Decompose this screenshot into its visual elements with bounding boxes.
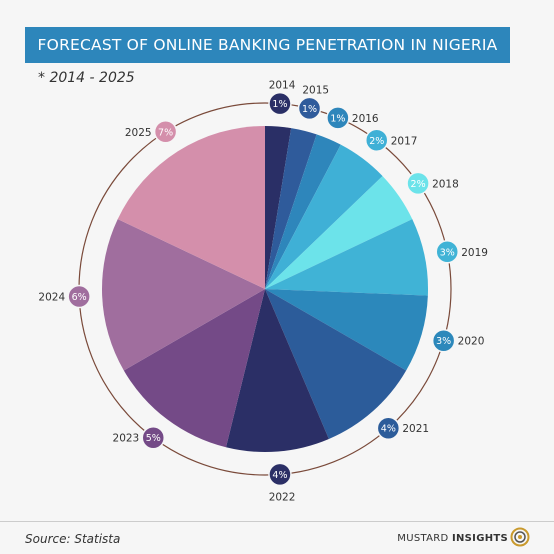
pie-slice-2021 [265,289,407,439]
data-label-2020: 3% [436,336,451,347]
category-label-2018: 2018 [432,178,459,190]
pie-slice-2022 [225,289,329,452]
value-marker-2023 [141,425,166,450]
pie-markers: 1% 2014 1% 2015 1% 2016 2% 2017 2% 2018 3% 2019 3% 20… [38,80,488,504]
data-label-2025: 7% [158,127,173,138]
value-marker-2017 [364,128,389,153]
pie-slice-2023 [123,289,265,448]
value-marker-2015 [297,96,322,121]
value-marker-2021 [376,416,401,440]
data-label-2019: 3% [440,247,455,258]
pie-slice-2018 [265,176,413,289]
value-marker-2020 [431,328,456,353]
category-label-2014: 2014 [269,80,296,92]
pie-slice-2019 [265,219,428,296]
pie-slice-2015 [265,128,317,289]
category-label-2020: 2020 [458,336,485,348]
category-label-2017: 2017 [391,135,418,147]
brand-name-bold: INSIGHTS [451,533,508,544]
pie-slice-2020 [265,289,428,371]
chart-title-bar: FORECAST OF ONLINE BANKING PENETRATION I… [25,27,510,63]
value-marker-2025 [153,120,178,144]
value-marker-2022 [268,462,292,487]
category-label-2016: 2016 [352,113,379,125]
pie-slices [101,125,428,452]
pie-slice-2017 [265,144,383,289]
value-marker-2014 [268,91,292,116]
category-label-2024: 2024 [38,291,65,303]
data-label-2023: 5% [146,433,161,444]
value-marker-2016 [326,106,350,130]
source-note: Source: Statista [25,532,121,546]
category-label-2015: 2015 [302,84,329,96]
category-label-2025: 2025 [125,127,152,139]
data-label-2015: 1% [302,104,317,115]
value-marker-2018 [406,171,430,196]
footer-divider [0,521,554,522]
value-marker-2019 [435,240,459,264]
value-marker-2024 [67,284,91,309]
brand-name-light: MUSTARD [397,533,449,544]
pie-slice-2016 [265,134,341,289]
pie-slice-2025 [117,125,265,289]
chart-subtitle: * 2014 - 2025 [38,70,135,86]
chart-title: FORECAST OF ONLINE BANKING PENETRATION I… [37,36,498,54]
category-label-2023: 2023 [113,433,140,445]
data-label-2017: 2% [369,136,384,147]
data-label-2024: 6% [72,292,87,303]
category-label-2022: 2022 [269,491,296,503]
pie-slice-2024 [101,219,265,371]
category-label-2019: 2019 [461,247,488,259]
brand-logo-icon [510,527,530,547]
data-label-2022: 4% [272,470,287,481]
data-label-2014: 1% [272,99,287,110]
category-label-2021: 2021 [402,423,429,435]
data-label-2021: 4% [381,424,396,435]
pie-slice-2014 [265,126,292,289]
brand-name: MUSTARD INSIGHTS [397,533,508,544]
data-label-2016: 1% [330,113,345,124]
data-label-2018: 2% [411,179,426,190]
